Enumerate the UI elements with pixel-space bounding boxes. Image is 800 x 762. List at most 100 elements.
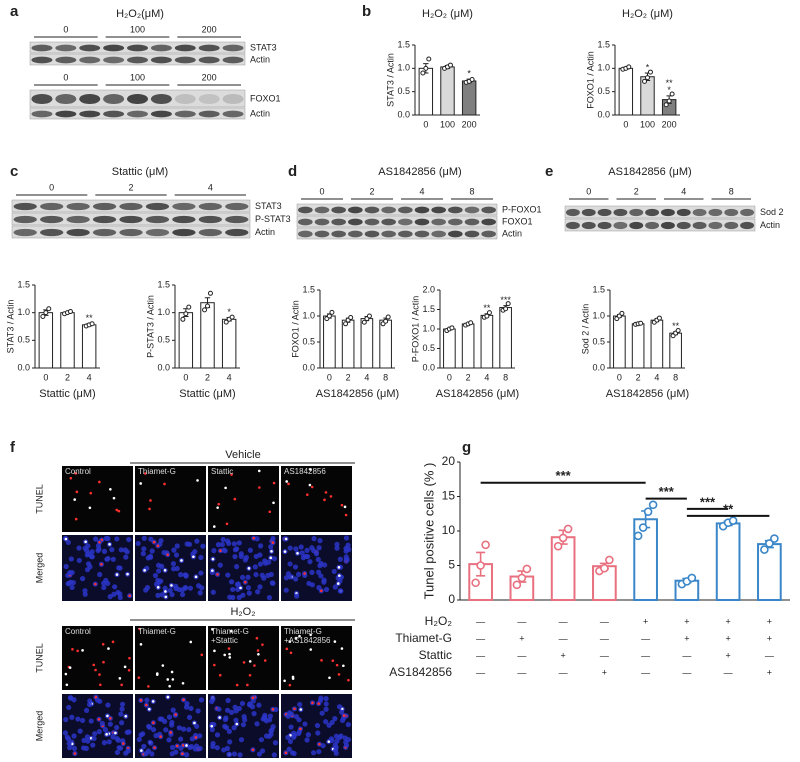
tunel-dot [227, 647, 231, 650]
blot-band [629, 208, 644, 217]
row-label: P-STAT3 [255, 214, 291, 224]
tunel-dot [323, 498, 326, 502]
cell [272, 740, 279, 746]
tunel-dot [343, 505, 347, 509]
cell [302, 721, 308, 727]
blot-band [40, 228, 64, 237]
cell [155, 592, 161, 598]
micrograph [208, 466, 279, 532]
row-label: Actin [250, 54, 270, 64]
condition-mark: + [725, 650, 730, 660]
lane-label: 8 [469, 186, 474, 196]
condition-mark: — [476, 633, 485, 643]
tunel-dot [114, 731, 117, 735]
cell [311, 536, 317, 542]
cell [336, 704, 343, 710]
cell [257, 584, 263, 590]
data-point [633, 531, 643, 541]
row-label: Actin [760, 220, 780, 230]
tunel-dot [156, 586, 160, 589]
cell [148, 536, 154, 542]
cell [101, 580, 107, 586]
cell [226, 751, 232, 757]
tunel-dot [230, 473, 233, 476]
tunel-dot [257, 652, 260, 656]
cell [227, 594, 233, 600]
cell [198, 554, 204, 561]
cell [230, 586, 236, 593]
tunel-dot [166, 553, 169, 556]
tunel-dot [139, 482, 142, 485]
cell [96, 729, 102, 735]
cell [309, 569, 315, 575]
cell [192, 548, 198, 555]
tunel-dot [89, 491, 93, 495]
significance: ** [483, 303, 491, 313]
y-tick-label: 0 [448, 592, 455, 606]
blot-strip [296, 227, 498, 240]
data-point [656, 315, 662, 321]
cell [65, 736, 72, 742]
cell [119, 720, 125, 726]
cell [173, 749, 179, 755]
data-point [522, 564, 532, 574]
cell [289, 750, 295, 756]
tunel-dot [271, 541, 275, 544]
data-point [361, 319, 367, 325]
cell [306, 580, 312, 587]
blot-band [103, 93, 125, 105]
data-point [770, 534, 779, 543]
cell [214, 732, 221, 738]
tunel-dot [333, 640, 337, 643]
cell [192, 746, 198, 752]
tunel-dot [228, 656, 232, 659]
blot-band [708, 221, 723, 230]
cell [156, 568, 162, 574]
tunel-dot [169, 731, 173, 734]
blot-band [66, 215, 90, 224]
tunel-dot [166, 695, 170, 699]
cell [170, 561, 177, 567]
cell [79, 576, 86, 582]
tunel-dot [108, 543, 111, 546]
tunel-dot [139, 699, 143, 702]
data-point [484, 313, 490, 319]
cell [112, 584, 118, 590]
cell [101, 548, 108, 554]
x-tick-label: 0 [183, 372, 188, 382]
x-axis-label: AS1842856 (μM) [606, 388, 689, 400]
cell [270, 580, 276, 586]
significance: * [227, 307, 231, 317]
cell [225, 697, 231, 704]
blot-band [66, 228, 90, 237]
cell [102, 727, 108, 733]
blot-band [145, 215, 170, 224]
tunel-dot [147, 707, 151, 711]
blot-band [31, 56, 53, 64]
condition-label: H₂O₂ [425, 614, 453, 628]
blot-band [597, 208, 612, 217]
x-tick-label: 0 [423, 119, 428, 129]
tunel-dot [98, 540, 101, 544]
y-tick-label: 0.0 [157, 362, 170, 372]
blot-band [708, 208, 723, 217]
cell [173, 583, 179, 589]
cell [118, 711, 124, 717]
blot-strip [564, 218, 756, 232]
significance: *** [556, 468, 572, 483]
condition-mark: — [600, 650, 609, 660]
y-tick-label: 1.0 [397, 63, 410, 73]
row-label: P-FOXO1 [502, 204, 542, 214]
lane-label: 0 [319, 186, 324, 196]
cell [140, 551, 146, 557]
data-point [326, 313, 332, 319]
tunel-dot [318, 742, 321, 746]
tunel-dot [139, 643, 143, 646]
tunel-dot [213, 649, 216, 653]
cell [253, 571, 259, 578]
column-label: Stattic [211, 467, 233, 476]
cell [115, 589, 121, 596]
bar [613, 315, 626, 369]
cell [110, 556, 116, 562]
blot-band [348, 206, 363, 214]
